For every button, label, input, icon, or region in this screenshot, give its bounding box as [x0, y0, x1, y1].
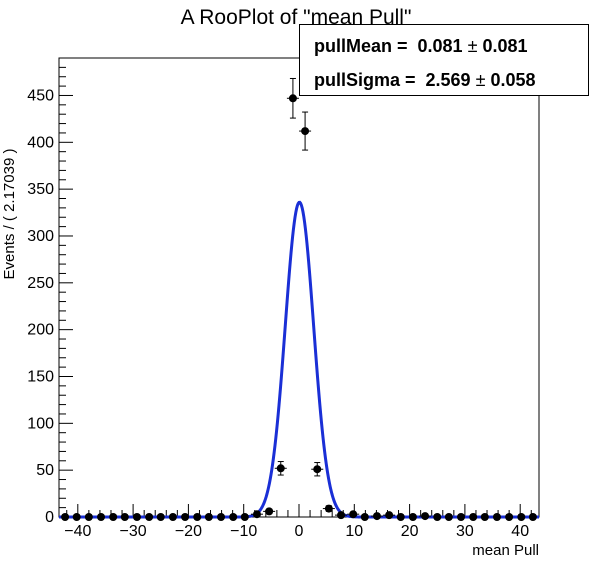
- y-tick-label: 300: [27, 228, 54, 245]
- x-tick-label: 0: [295, 523, 304, 540]
- data-point: [84, 513, 93, 521]
- data-point: [109, 513, 118, 521]
- data-point: [181, 513, 190, 521]
- y-tick-label: 400: [27, 134, 54, 151]
- y-axis-title: Events / ( 2.17039 ): [1, 149, 18, 280]
- y-tick-label: 150: [27, 368, 54, 385]
- data-point: [444, 513, 453, 521]
- data-point: [301, 127, 310, 136]
- pull-sigma-label: pullSigma = 2.569: [314, 70, 471, 90]
- x-tick-label: 40: [511, 523, 529, 540]
- data-point: [396, 513, 405, 521]
- fit-curve-line: [59, 200, 539, 519]
- data-point: [385, 511, 394, 520]
- data-point: [505, 513, 514, 521]
- x-axis-title: mean Pull: [472, 542, 539, 559]
- y-tick-label: 450: [27, 87, 54, 104]
- data-point: [97, 513, 106, 521]
- x-tick-label: −10: [230, 523, 257, 540]
- y-tick-label: 350: [27, 181, 54, 198]
- x-tick-label: 30: [456, 523, 474, 540]
- data-point: [469, 513, 478, 521]
- data-point: [120, 513, 129, 521]
- x-tick-label: −20: [175, 523, 202, 540]
- data-point: [457, 513, 466, 521]
- y-tick-label: 0: [45, 509, 54, 526]
- data-point: [229, 513, 238, 521]
- data-point: [217, 513, 226, 521]
- plot-frame: [58, 57, 540, 518]
- y-axis: 0 50 100 150 200 250 300 350 400 450: [27, 66, 73, 526]
- data-point: [168, 513, 177, 521]
- fit-curve-layer: [59, 200, 539, 519]
- x-tick-label: 10: [345, 523, 363, 540]
- data-point: [145, 513, 154, 521]
- x-tick-label: −40: [64, 523, 91, 540]
- x-axis: −40 −30 −20 −10 0 10 20 30 40: [64, 504, 532, 540]
- data-point: [288, 94, 297, 103]
- data-point: [408, 513, 417, 521]
- pull-mean-pm: ±: [467, 36, 478, 56]
- chart-title: A RooPlot of "mean Pull": [181, 6, 412, 29]
- data-point: [204, 513, 213, 521]
- data-point: [349, 510, 358, 519]
- data-point: [433, 513, 442, 521]
- pull-mean-label: pullMean = 0.081: [314, 36, 463, 56]
- pull-sigma-row: pullSigma = 2.569 ± 0.058: [314, 70, 536, 91]
- data-point: [324, 504, 333, 513]
- pull-sigma-error: 0.058: [490, 70, 536, 90]
- data-point: [337, 511, 346, 520]
- pull-mean-row: pullMean = 0.081 ± 0.081: [314, 36, 528, 57]
- y-tick-label: 100: [27, 415, 54, 432]
- data-point: [61, 513, 70, 521]
- pull-sigma-pm: ±: [475, 70, 486, 90]
- data-point: [492, 513, 501, 521]
- data-point: [517, 513, 526, 521]
- data-point: [480, 513, 489, 521]
- x-tick-label: 20: [401, 523, 419, 540]
- data-point: [265, 507, 274, 516]
- data-point: [252, 510, 261, 519]
- data-point: [193, 513, 202, 521]
- data-point: [132, 513, 141, 521]
- x-tick-label: −30: [120, 523, 147, 540]
- data-point: [313, 465, 322, 474]
- data-point: [372, 512, 381, 521]
- data-point: [276, 464, 285, 473]
- data-points-layer: [61, 77, 537, 521]
- data-point: [72, 513, 81, 521]
- data-point: [240, 513, 249, 521]
- fit-stats-box: pullMean = 0.081 ± 0.081 pullSigma = 2.5…: [299, 24, 589, 96]
- data-point: [360, 513, 369, 521]
- data-point: [528, 513, 537, 521]
- data-point: [156, 513, 165, 521]
- data-point: [421, 512, 430, 521]
- y-tick-label: 200: [27, 322, 54, 339]
- y-tick-label: 50: [36, 462, 54, 479]
- pull-mean-error: 0.081: [482, 36, 528, 56]
- y-tick-label: 250: [27, 275, 54, 292]
